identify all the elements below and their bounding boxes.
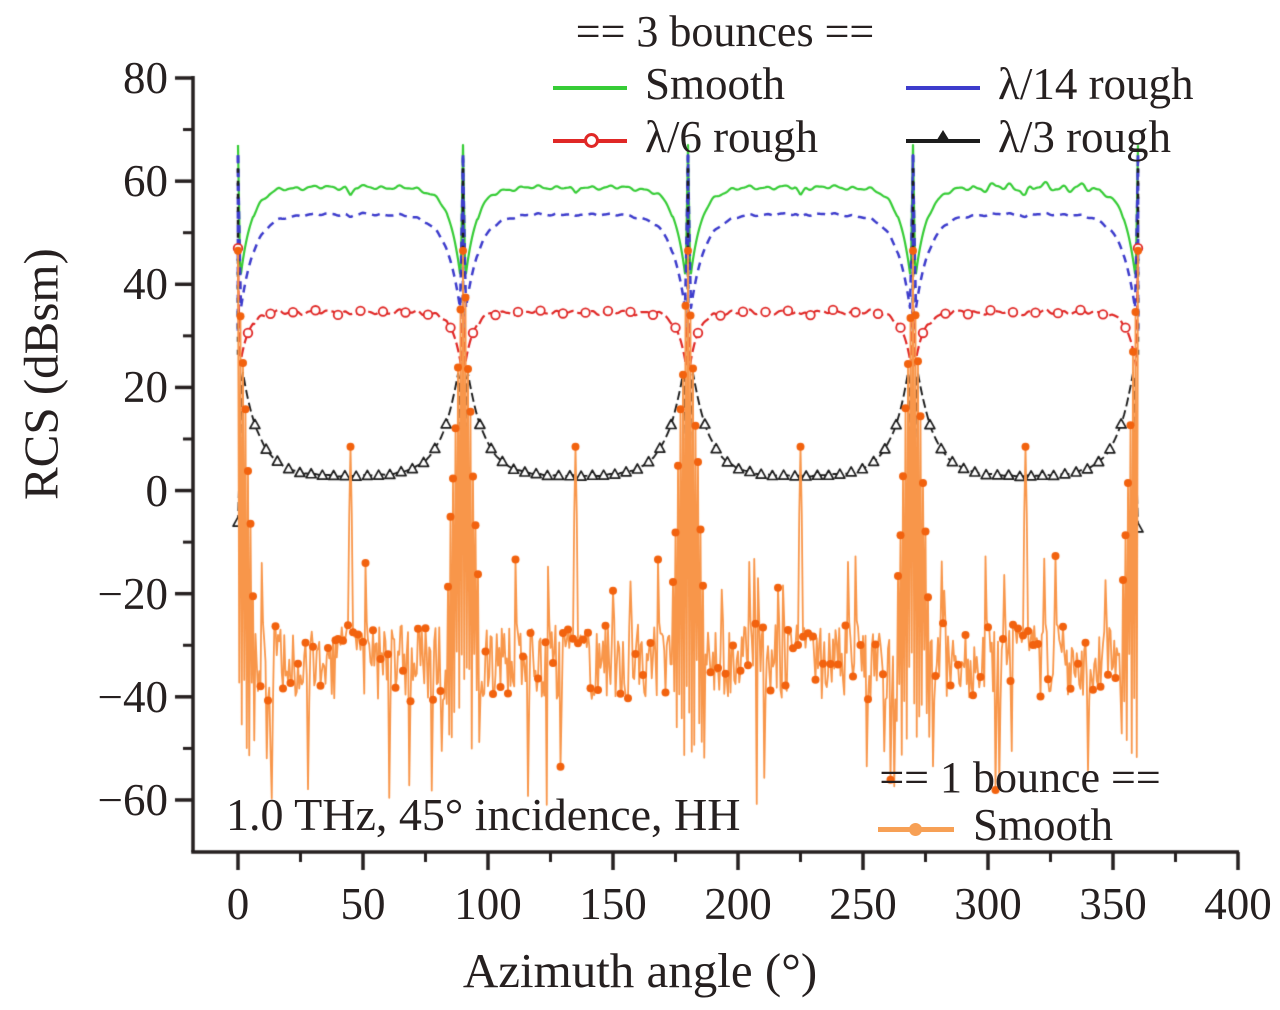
legend-open-circle-icon	[584, 133, 599, 148]
x-tick-label: 150	[579, 879, 647, 929]
legend-swatch-smooth-3b	[553, 86, 627, 90]
legend-1bounce-title: == 1 bounce ==	[879, 753, 1161, 802]
y-axis-title-text: RCS (dBsm)	[13, 248, 70, 500]
x-tick-label: 400	[1204, 879, 1272, 929]
x-tick-label: 100	[454, 879, 522, 929]
y-tick-label: 60	[123, 156, 168, 207]
x-axis-title: Azimuth angle (°)	[462, 943, 818, 998]
y-axis-title: RCS (dBsm)	[13, 248, 70, 500]
x-tick-label: 350	[1079, 879, 1147, 929]
y-tick-label: 0	[145, 465, 169, 516]
condition-annotation: 1.0 THz, 45° incidence, HH	[226, 789, 741, 840]
legend-label-lambda14: λ/14 rough	[998, 59, 1194, 109]
y-tick-label: 20	[123, 362, 168, 413]
legend-label-lambda6: λ/6 rough	[645, 112, 819, 162]
y-tick-label: −20	[97, 568, 168, 619]
legend-3bounce-title: == 3 bounces ==	[575, 7, 875, 56]
y-tick-label: 80	[123, 53, 168, 103]
x-tick-label: 250	[829, 879, 897, 929]
legend-swatch-lambda14	[906, 86, 980, 90]
legend-triangle-icon	[935, 130, 951, 143]
x-tick-label: 300	[954, 879, 1022, 929]
legend-label-lambda3: λ/3 rough	[998, 112, 1172, 162]
legend-label-smooth-1b: Smooth	[973, 800, 1114, 850]
x-tick-label: 50	[340, 879, 386, 929]
y-tick-label: −60	[97, 774, 168, 825]
legend-label-smooth-3b: Smooth	[645, 59, 786, 109]
y-tick-label: 40	[123, 259, 168, 310]
y-tick-label: −40	[97, 671, 168, 722]
x-tick-label: 200	[704, 879, 772, 929]
x-tick-label: 0	[226, 879, 250, 929]
legend-filled-circle-icon	[909, 823, 922, 836]
